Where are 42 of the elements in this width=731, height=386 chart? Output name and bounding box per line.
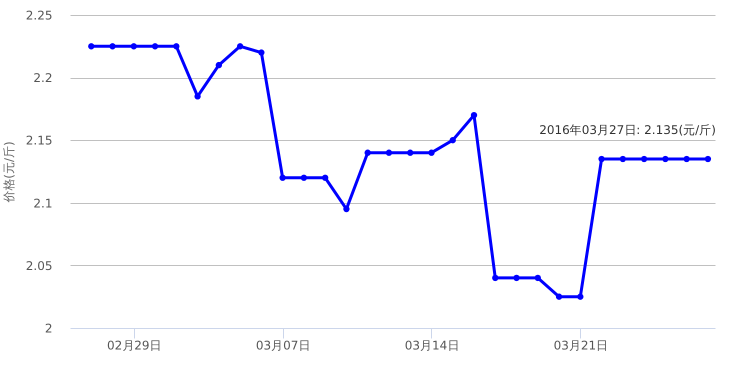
y-tick-label: 2.2 [33, 71, 52, 86]
y-tick-label: 2.25 [26, 8, 52, 22]
point [683, 156, 690, 162]
point [640, 156, 648, 162]
point [662, 156, 669, 162]
x-tick-label: 02月29日 [107, 338, 162, 352]
point [130, 43, 137, 50]
y-tick-label: 2 [44, 322, 52, 336]
point [343, 206, 350, 212]
y-tick-label: 2.1 [33, 196, 52, 210]
point [620, 156, 626, 162]
annotation: 2016年03月27日: 2.135(元/斤) [539, 122, 716, 137]
point [322, 174, 328, 181]
point [216, 62, 222, 68]
point [534, 274, 541, 282]
point [194, 93, 201, 100]
point [513, 274, 520, 282]
point [236, 43, 244, 50]
point [428, 150, 435, 156]
point [450, 137, 456, 144]
point [386, 150, 392, 156]
x-tick-label: 03月07日 [256, 338, 310, 352]
y-tick-label: 2.15 [26, 134, 52, 148]
point [492, 274, 498, 282]
point [598, 156, 605, 162]
x-tick-label: 03月14日 [404, 338, 460, 352]
y-axis-title: 价格(元/斤) [2, 141, 16, 204]
point [173, 43, 180, 50]
point [279, 174, 286, 181]
x-tick-label: 03月21日 [554, 338, 608, 352]
point [152, 43, 158, 50]
point [407, 150, 414, 156]
point [300, 174, 308, 181]
point [704, 156, 712, 162]
point [364, 150, 371, 156]
point [556, 294, 562, 300]
point [577, 294, 584, 300]
point [470, 112, 478, 118]
point [109, 43, 116, 50]
point [258, 49, 265, 56]
point [88, 43, 94, 50]
y-tick-label: 2.05 [26, 258, 52, 273]
